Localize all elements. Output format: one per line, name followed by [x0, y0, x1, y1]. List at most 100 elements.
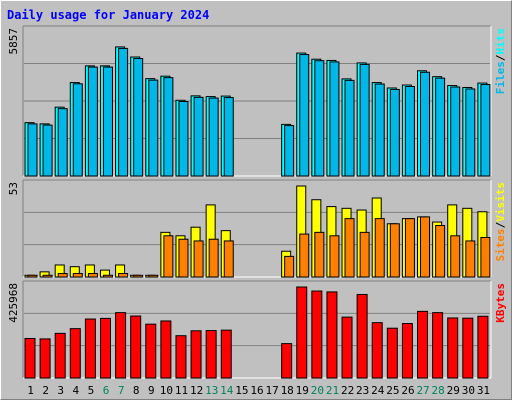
hits_files-files-bar — [208, 97, 219, 177]
legend-files: Files — [494, 61, 507, 94]
kbytes-kbytes-bar — [462, 317, 474, 379]
x-tick-label: 31 — [477, 384, 490, 397]
x-tick-label: 4 — [73, 384, 80, 397]
visits_sites-sites-bar — [148, 274, 159, 278]
legend-hits: Hits — [494, 28, 507, 55]
x-tick-label: 18 — [281, 384, 294, 397]
visits_sites-sites-bar — [344, 218, 355, 278]
kbytes-max-label: 425968 — [7, 283, 20, 323]
chart-title: Daily usage for January 2024 — [7, 8, 209, 22]
x-tick-label: 29 — [447, 384, 460, 397]
hits_files-files-bar — [57, 108, 68, 177]
kbytes-kbytes-bar — [281, 343, 293, 379]
x-tick-label: 19 — [296, 384, 309, 397]
visits_sites-sites-bar — [27, 274, 38, 278]
visits_sites-sites-bar — [389, 223, 400, 278]
hits_files-files-bar — [314, 60, 325, 177]
hits_files-files-bar — [359, 63, 370, 177]
hits_files-files-bar — [329, 61, 340, 177]
x-tick-label: 16 — [250, 384, 263, 397]
visits_sites-sites-bar — [72, 273, 83, 278]
kbytes-kbytes-bar — [175, 335, 187, 379]
visits_sites-sites-bar — [102, 274, 113, 278]
kbytes-kbytes-bar — [401, 323, 413, 379]
kbytes-kbytes-bar — [39, 338, 51, 379]
kbytes-kbytes-bar — [115, 312, 127, 379]
hits_files-files-bar — [133, 57, 144, 177]
kbytes-kbytes-bar — [432, 312, 444, 379]
visits_sites-sites-bar — [208, 238, 219, 278]
legend-visits: Visits — [494, 182, 507, 222]
visits_sites-sites-bar — [133, 274, 144, 278]
x-tick-label: 9 — [148, 384, 155, 397]
hits_files-files-bar — [374, 83, 385, 177]
kbytes-kbytes-bar — [130, 315, 142, 379]
hits_files-files-bar — [178, 101, 189, 177]
kbytes-kbytes-bar — [477, 315, 489, 379]
kbytes-kbytes-bar — [326, 291, 338, 379]
x-tick-label: 17 — [265, 384, 278, 397]
hits_files-files-bar — [435, 77, 446, 177]
legend-separator: / — [494, 221, 507, 228]
kbytes-kbytes-bar — [356, 293, 368, 379]
x-tick-label: 21 — [326, 384, 339, 397]
visits_sites-sites-bar — [284, 255, 295, 278]
hits_files-files-bar — [480, 84, 491, 177]
visits_sites-max-label: 53 — [7, 182, 20, 195]
hits_files-files-bar — [193, 96, 204, 177]
x-tick-label: 27 — [416, 384, 429, 397]
x-tick-label: 30 — [462, 384, 475, 397]
kbytes-kbytes-bar — [386, 327, 398, 379]
x-tick-label: 7 — [118, 384, 125, 397]
hits_files-files-bar — [148, 79, 159, 177]
kbytes-kbytes-bar — [190, 330, 202, 379]
legend-kbytes: KBytes — [494, 283, 507, 323]
hits_files-files-bar — [72, 83, 83, 177]
hits_files-files-bar — [389, 88, 400, 177]
hits_files-files-bar — [102, 66, 113, 177]
visits_sites-sites-bar — [178, 238, 189, 278]
x-tick-label: 10 — [160, 384, 173, 397]
hits_files-files-bar — [344, 79, 355, 177]
visits_sites-sites-bar — [450, 235, 461, 278]
kbytes-kbytes-bar — [447, 317, 459, 379]
hits_files-files-bar — [284, 125, 295, 177]
kbytes-kbytes-bar — [24, 337, 36, 379]
kbytes-kbytes-bar — [417, 310, 429, 379]
x-tick-label: 15 — [235, 384, 248, 397]
hits_files-files-bar — [299, 54, 310, 177]
x-tick-label: 26 — [401, 384, 414, 397]
kbytes-kbytes-bar — [145, 323, 157, 379]
visits_sites-sites-bar — [420, 216, 431, 278]
x-tick-label: 1 — [27, 384, 34, 397]
hits_files-files-bar — [27, 123, 38, 177]
kbytes-kbytes-bar — [311, 290, 323, 379]
kbytes-kbytes-bar — [371, 322, 383, 379]
x-tick-label: 2 — [42, 384, 49, 397]
hits_files-legend: Files/Hits — [494, 28, 507, 94]
visits_sites-sites-bar — [314, 231, 325, 278]
x-tick-label: 3 — [57, 384, 64, 397]
visits_sites-sites-bar — [118, 273, 129, 278]
visits_sites-sites-bar — [193, 240, 204, 278]
x-tick-label: 11 — [175, 384, 188, 397]
x-tick-label: 24 — [371, 384, 385, 397]
x-tick-label: 14 — [220, 384, 234, 397]
visits_sites-sites-bar — [435, 224, 446, 278]
x-tick-label: 23 — [356, 384, 369, 397]
kbytes-kbytes-bar — [296, 286, 308, 379]
kbytes-kbytes-bar — [99, 317, 111, 379]
visits_sites-sites-bar — [87, 273, 98, 278]
visits_sites-sites-bar — [57, 273, 68, 278]
x-tick-label: 20 — [311, 384, 324, 397]
x-tick-label: 22 — [341, 384, 354, 397]
hits_files-files-bar — [223, 97, 234, 177]
visits_sites-sites-bar — [359, 231, 370, 278]
kbytes-kbytes-bar — [84, 318, 96, 379]
x-tick-label: 25 — [386, 384, 399, 397]
kbytes-kbytes-bar — [69, 328, 81, 379]
hits_files-max-label: 5857 — [7, 28, 20, 55]
kbytes-kbytes-bar — [54, 332, 66, 379]
